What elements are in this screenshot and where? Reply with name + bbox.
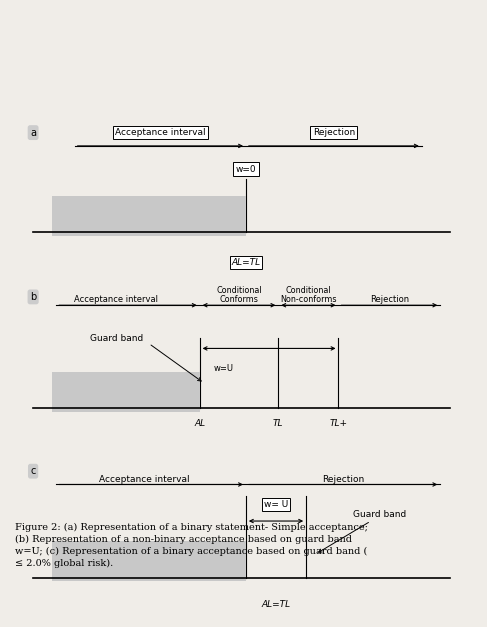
Text: Acceptance interval: Acceptance interval [115, 128, 206, 137]
Text: a: a [30, 128, 36, 137]
Text: Figure 2: (a) Representation of a binary statement- Simple acceptance;
(b) Repre: Figure 2: (a) Representation of a binary… [15, 522, 368, 567]
Text: w= U: w= U [264, 500, 288, 509]
Text: TL: TL [273, 419, 283, 428]
Text: Rejection: Rejection [370, 295, 409, 304]
Bar [52, 541, 246, 581]
Text: w=U: w=U [214, 364, 234, 373]
Text: c: c [30, 466, 36, 476]
Bar [52, 372, 200, 411]
Text: AL=TL: AL=TL [262, 599, 291, 609]
Bar [52, 196, 246, 236]
Text: w=0: w=0 [236, 165, 256, 174]
Text: b: b [30, 292, 36, 302]
Text: TL+: TL+ [330, 419, 347, 428]
Text: AL=TL: AL=TL [231, 258, 261, 266]
Text: Rejection: Rejection [313, 128, 355, 137]
Text: Rejection: Rejection [322, 475, 364, 483]
Text: Conditional
Conforms: Conditional Conforms [216, 286, 262, 304]
Text: AL: AL [194, 419, 205, 428]
Text: Conditional
Non-conforms: Conditional Non-conforms [280, 286, 337, 304]
Text: Acceptance interval: Acceptance interval [99, 475, 189, 483]
Text: Guard band: Guard band [354, 510, 407, 519]
Text: Guard band: Guard band [90, 334, 143, 343]
Text: Acceptance interval: Acceptance interval [75, 295, 158, 304]
